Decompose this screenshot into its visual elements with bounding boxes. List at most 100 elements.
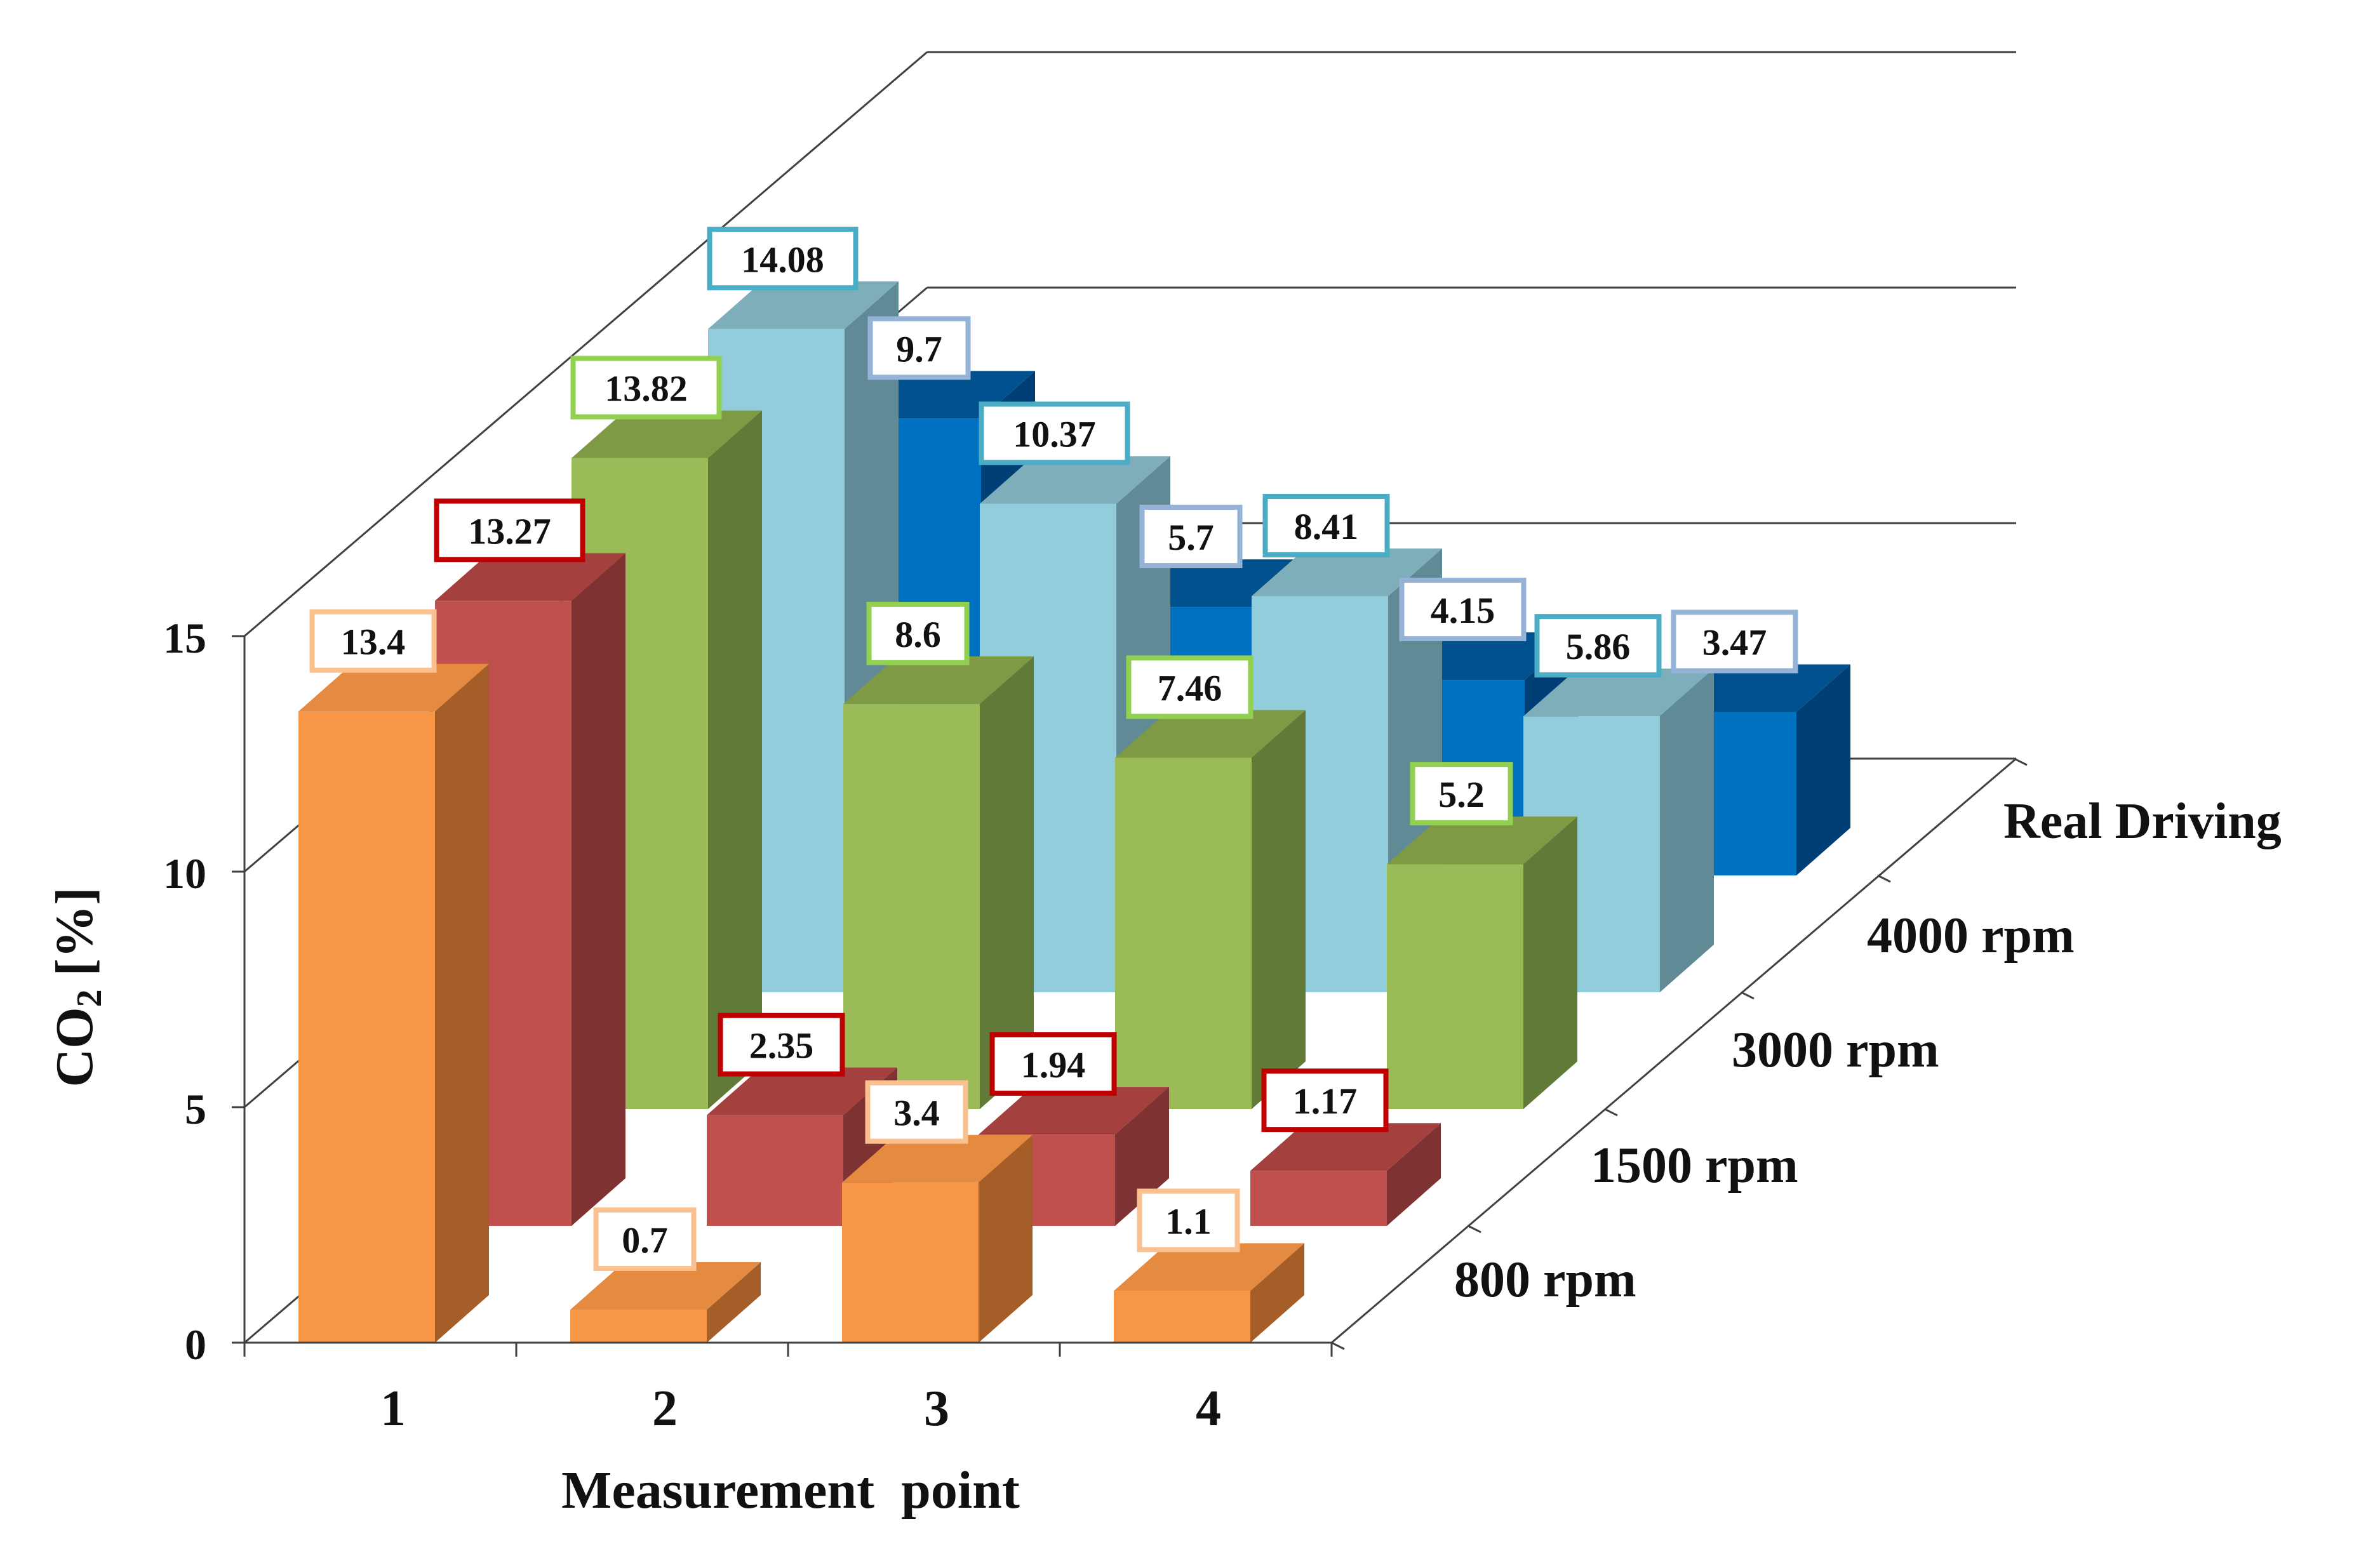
bar-front-face	[707, 1115, 843, 1226]
bar-side-face	[1660, 668, 1714, 992]
data-label-box	[1410, 762, 1513, 826]
data-label-text: 13.82	[605, 368, 688, 409]
data-labels: 9.7 5.7 4.15 3.47 14.08 10.37 8.41 5.86 13.82 8.6…	[309, 227, 1798, 1272]
bar-front-face	[842, 1182, 979, 1343]
data-label-text: 9.7	[896, 328, 942, 369]
bar-top-face	[1387, 816, 1577, 865]
bar-1500-rpm-3	[979, 1087, 1169, 1226]
data-label: 7.46	[1126, 655, 1254, 719]
bar-front-face	[1250, 1171, 1387, 1226]
series-axis-label: 4000 rpm	[1867, 908, 2075, 964]
bar-top-face	[1252, 548, 1442, 596]
data-label-box	[718, 1013, 845, 1077]
bar-side-face	[1387, 1123, 1441, 1226]
series-axis-label: 3000 rpm	[1732, 1022, 1939, 1078]
bar-top-face	[980, 456, 1170, 504]
data-label-box	[865, 1080, 968, 1144]
data-label-text: 7.46	[1158, 667, 1222, 708]
bar-side-face	[979, 1134, 1033, 1343]
bar-top-face	[570, 1262, 761, 1310]
bar-3000-rpm-4	[1387, 816, 1577, 1109]
bar-top-face	[979, 1087, 1169, 1135]
data-label-text: 0.7	[622, 1220, 668, 1261]
bar-side-face	[707, 1262, 761, 1343]
bar-front-face	[843, 703, 980, 1109]
data-label-text: 13.27	[468, 510, 551, 552]
data-label: 9.7	[867, 316, 971, 380]
bars	[298, 281, 1850, 1343]
data-label-text: 5.7	[1168, 517, 1214, 558]
x-axis-title: Measurement point	[561, 1461, 1020, 1520]
data-label-box	[570, 356, 722, 420]
bar-side-face	[1250, 1243, 1304, 1343]
data-label: 1.1	[1137, 1188, 1240, 1253]
data-label-box	[1139, 505, 1243, 569]
data-label-text: 2.35	[749, 1025, 814, 1067]
bar-side-face	[1523, 816, 1577, 1109]
bar-3000-rpm-3	[1115, 710, 1306, 1109]
data-label-box	[867, 316, 971, 380]
floor-plane	[1331, 757, 2017, 1344]
data-label: 13.4	[309, 609, 437, 673]
bar-side-face	[980, 656, 1034, 1109]
bar-top-face	[842, 1134, 1033, 1183]
depth-tick-mark	[1467, 1225, 1481, 1233]
data-label-box	[1137, 1188, 1240, 1253]
bar-top-face	[1250, 1123, 1441, 1171]
data-label-text: 3.47	[1702, 622, 1767, 663]
data-label-box	[1126, 655, 1254, 719]
data-label-box	[1262, 493, 1390, 557]
data-label: 5.86	[1534, 614, 1662, 678]
data-label-text: 14.08	[741, 239, 824, 280]
data-label: 10.37	[979, 401, 1130, 465]
data-label-text: 5.86	[1566, 626, 1631, 667]
data-label: 8.6	[866, 601, 970, 665]
bar-800-rpm-2	[570, 1262, 761, 1343]
floor-right-edge	[1331, 757, 2017, 1344]
x-tick-label: 2	[652, 1381, 678, 1437]
depth-tick-mark	[1604, 1108, 1618, 1117]
bar-side-face	[435, 663, 489, 1343]
data-label: 1.17	[1261, 1068, 1389, 1133]
bar-top-face	[435, 553, 625, 601]
bar-front-face	[298, 711, 435, 1343]
axes	[232, 635, 2028, 1357]
data-label-text: 5.2	[1438, 774, 1485, 815]
data-label-text: 1.1	[1165, 1200, 1212, 1242]
bar-800-rpm-4	[1114, 1243, 1304, 1343]
bar-top-face	[843, 656, 1034, 704]
bar-top-face	[298, 663, 489, 712]
y-tick-label: 0	[185, 1320, 206, 1369]
data-label: 0.7	[593, 1207, 697, 1272]
data-label-box	[1399, 578, 1527, 642]
data-label-box	[1534, 614, 1662, 678]
data-label-box	[593, 1207, 697, 1272]
bar-top-face	[1523, 668, 1714, 717]
series-axis-label: 1500 rpm	[1591, 1138, 1798, 1193]
data-label-box	[866, 601, 970, 665]
side-wall-gridline	[244, 51, 928, 637]
depth-tick-mark	[1877, 874, 1891, 883]
bar-3000-rpm-2	[843, 656, 1034, 1109]
data-label-box	[989, 1032, 1117, 1096]
data-label-box	[979, 401, 1130, 465]
y-tick-label: 10	[163, 849, 206, 898]
bar-side-face	[708, 410, 762, 1109]
data-label: 2.35	[718, 1013, 845, 1077]
bar-1500-rpm-4	[1250, 1123, 1441, 1226]
x-tick-label: 3	[924, 1381, 949, 1437]
bar-top-face	[1115, 710, 1306, 758]
data-label-box	[1261, 1068, 1389, 1133]
y-axis-title-subscript: 2	[70, 989, 109, 1007]
data-label-text: 4.15	[1431, 590, 1495, 631]
bar-front-face	[1115, 757, 1252, 1109]
bar-side-face	[572, 553, 625, 1226]
depth-tick-mark	[1741, 991, 1755, 1000]
data-label: 13.27	[434, 498, 585, 562]
bar-800-rpm-3	[842, 1134, 1033, 1343]
data-label-box	[434, 498, 585, 562]
data-label: 3.47	[1671, 609, 1798, 674]
data-label: 4.15	[1399, 578, 1527, 642]
data-label: 13.82	[570, 356, 722, 420]
bar-front-face	[1114, 1291, 1250, 1343]
